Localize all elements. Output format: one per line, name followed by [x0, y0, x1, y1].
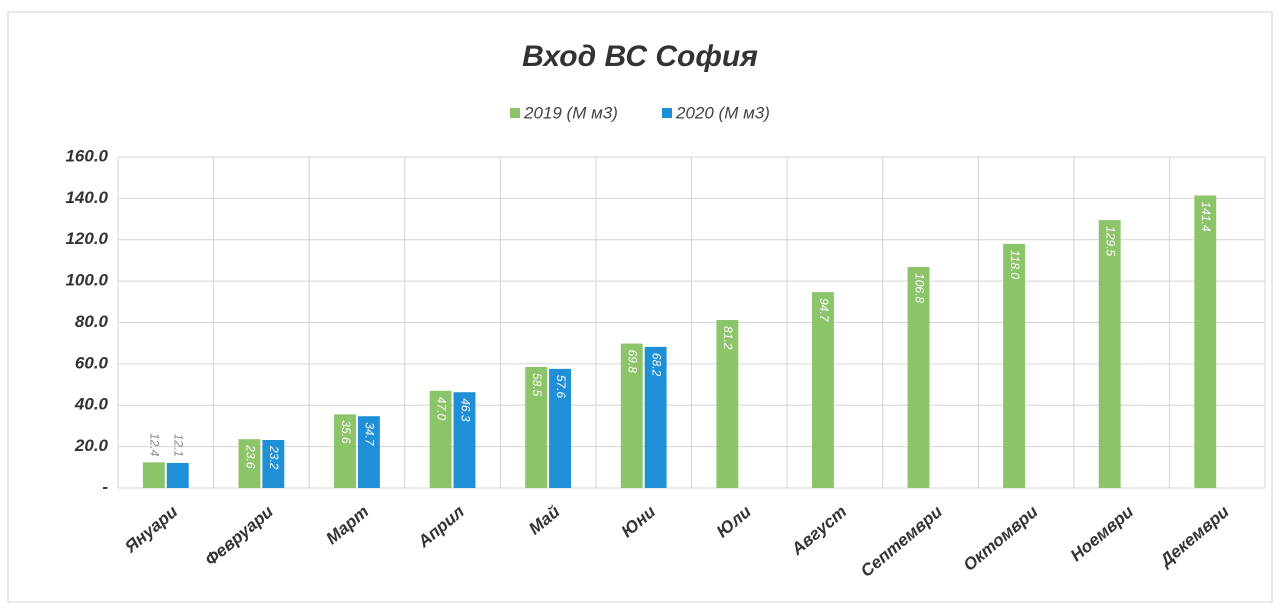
bar	[1003, 243, 1026, 488]
bar	[334, 414, 356, 488]
bar	[811, 292, 834, 488]
bar	[453, 392, 476, 488]
y-tick-label: 140.0	[65, 188, 108, 207]
data-label: 68.2	[649, 353, 663, 377]
chart-frame	[7, 11, 1273, 603]
data-label: 106.8	[912, 273, 926, 303]
data-label: 118.0	[1008, 250, 1022, 279]
bar	[166, 462, 189, 488]
bar	[142, 462, 165, 488]
data-label: 129.5	[1104, 226, 1118, 256]
data-label: 57.6	[554, 375, 568, 399]
y-tick-label: 40.0	[74, 395, 109, 414]
data-label: 94.7	[817, 298, 831, 323]
bar	[525, 366, 548, 488]
bar	[907, 267, 930, 488]
data-label: 23.6	[243, 444, 257, 469]
data-label: 12.4	[148, 433, 162, 457]
y-tick-label: 120.0	[65, 229, 108, 248]
bar	[238, 439, 261, 488]
y-tick-label: 160.0	[65, 146, 108, 165]
bar	[262, 440, 285, 488]
bar	[644, 346, 667, 488]
data-label: 46.3	[458, 398, 472, 422]
data-label: 35.6	[339, 420, 353, 444]
legend-label: 2019 (М м3)	[523, 103, 618, 122]
y-tick-label: 80.0	[75, 312, 109, 331]
y-tick-label: 20.0	[74, 436, 109, 455]
bar	[429, 390, 452, 488]
data-label: 47.0	[434, 397, 448, 421]
bar	[620, 343, 643, 488]
legend-label: 2020 (М м3)	[675, 103, 770, 122]
data-label: 81.2	[721, 326, 735, 350]
legend-swatch	[510, 108, 520, 118]
data-label: 58.5	[530, 373, 544, 397]
bar	[1194, 195, 1217, 488]
bar	[549, 368, 572, 488]
bar	[1098, 220, 1121, 489]
data-label: 34.7	[363, 422, 377, 447]
bar	[357, 416, 380, 488]
data-label: 69.8	[626, 350, 640, 374]
data-label: 23.2	[267, 445, 281, 470]
y-tick-label: 100.0	[65, 271, 108, 290]
y-tick-label: 60.0	[75, 353, 109, 372]
chart-title: Вход ВС София	[522, 40, 758, 73]
y-tick-label: -	[102, 477, 108, 496]
data-label: 141.4	[1199, 201, 1213, 231]
legend-swatch	[662, 108, 672, 118]
bar	[716, 320, 739, 488]
data-label: 12.1	[172, 434, 186, 457]
